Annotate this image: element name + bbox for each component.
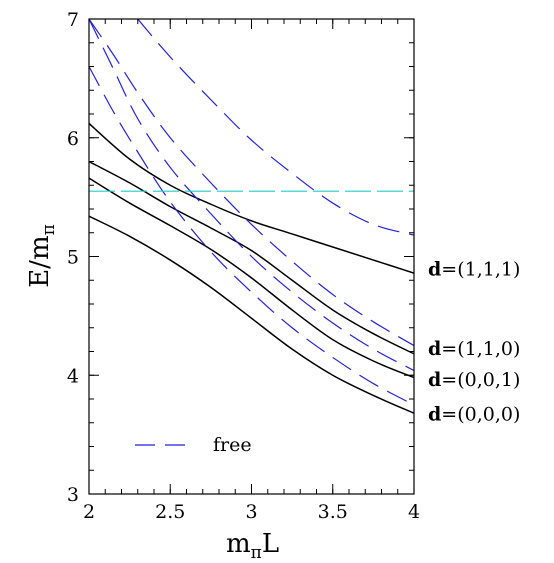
- x-axis-label: mπL: [226, 529, 279, 563]
- chart-curves: [89, 19, 414, 414]
- free-curve-7: [89, 66, 414, 406]
- y-tick-label: 3: [67, 484, 79, 506]
- interacting-curve-2: [89, 177, 414, 379]
- free-curve-4: [137, 19, 414, 236]
- curve-label: d=(0,0,1): [428, 369, 520, 391]
- y-tick-label: 7: [67, 9, 79, 31]
- legend: free: [135, 434, 252, 456]
- y-tick-label: 5: [67, 247, 79, 269]
- legend-free-label: free: [213, 434, 252, 456]
- interacting-curve-3: [89, 215, 414, 414]
- y-tick-label: 6: [67, 128, 79, 150]
- curve-label: d=(1,1,0): [428, 338, 520, 360]
- free-curve-6: [89, 19, 414, 372]
- x-tick-label: 3.5: [318, 501, 348, 523]
- x-tick-label: 2: [83, 501, 95, 523]
- x-tick-label: 3: [245, 501, 257, 523]
- free-curve-5: [89, 19, 414, 347]
- curve-labels: d=(1,1,1) d=(1,1,0) d=(0,0,1) d=(0,0,0): [428, 258, 520, 425]
- curve-label: d=(1,1,1): [428, 258, 520, 280]
- x-tick-label: 2.5: [155, 501, 185, 523]
- x-tick-label: 4: [408, 501, 420, 523]
- axis-ticks: 2 2.5 3 3.5 4 3 4 5 6 7: [67, 9, 420, 523]
- y-axis-label: E/mπ: [25, 224, 59, 288]
- y-tick-label: 4: [67, 365, 79, 387]
- curve-label: d=(0,0,0): [428, 403, 520, 425]
- interacting-curve-1: [89, 160, 414, 355]
- interacting-curve-0: [89, 122, 414, 274]
